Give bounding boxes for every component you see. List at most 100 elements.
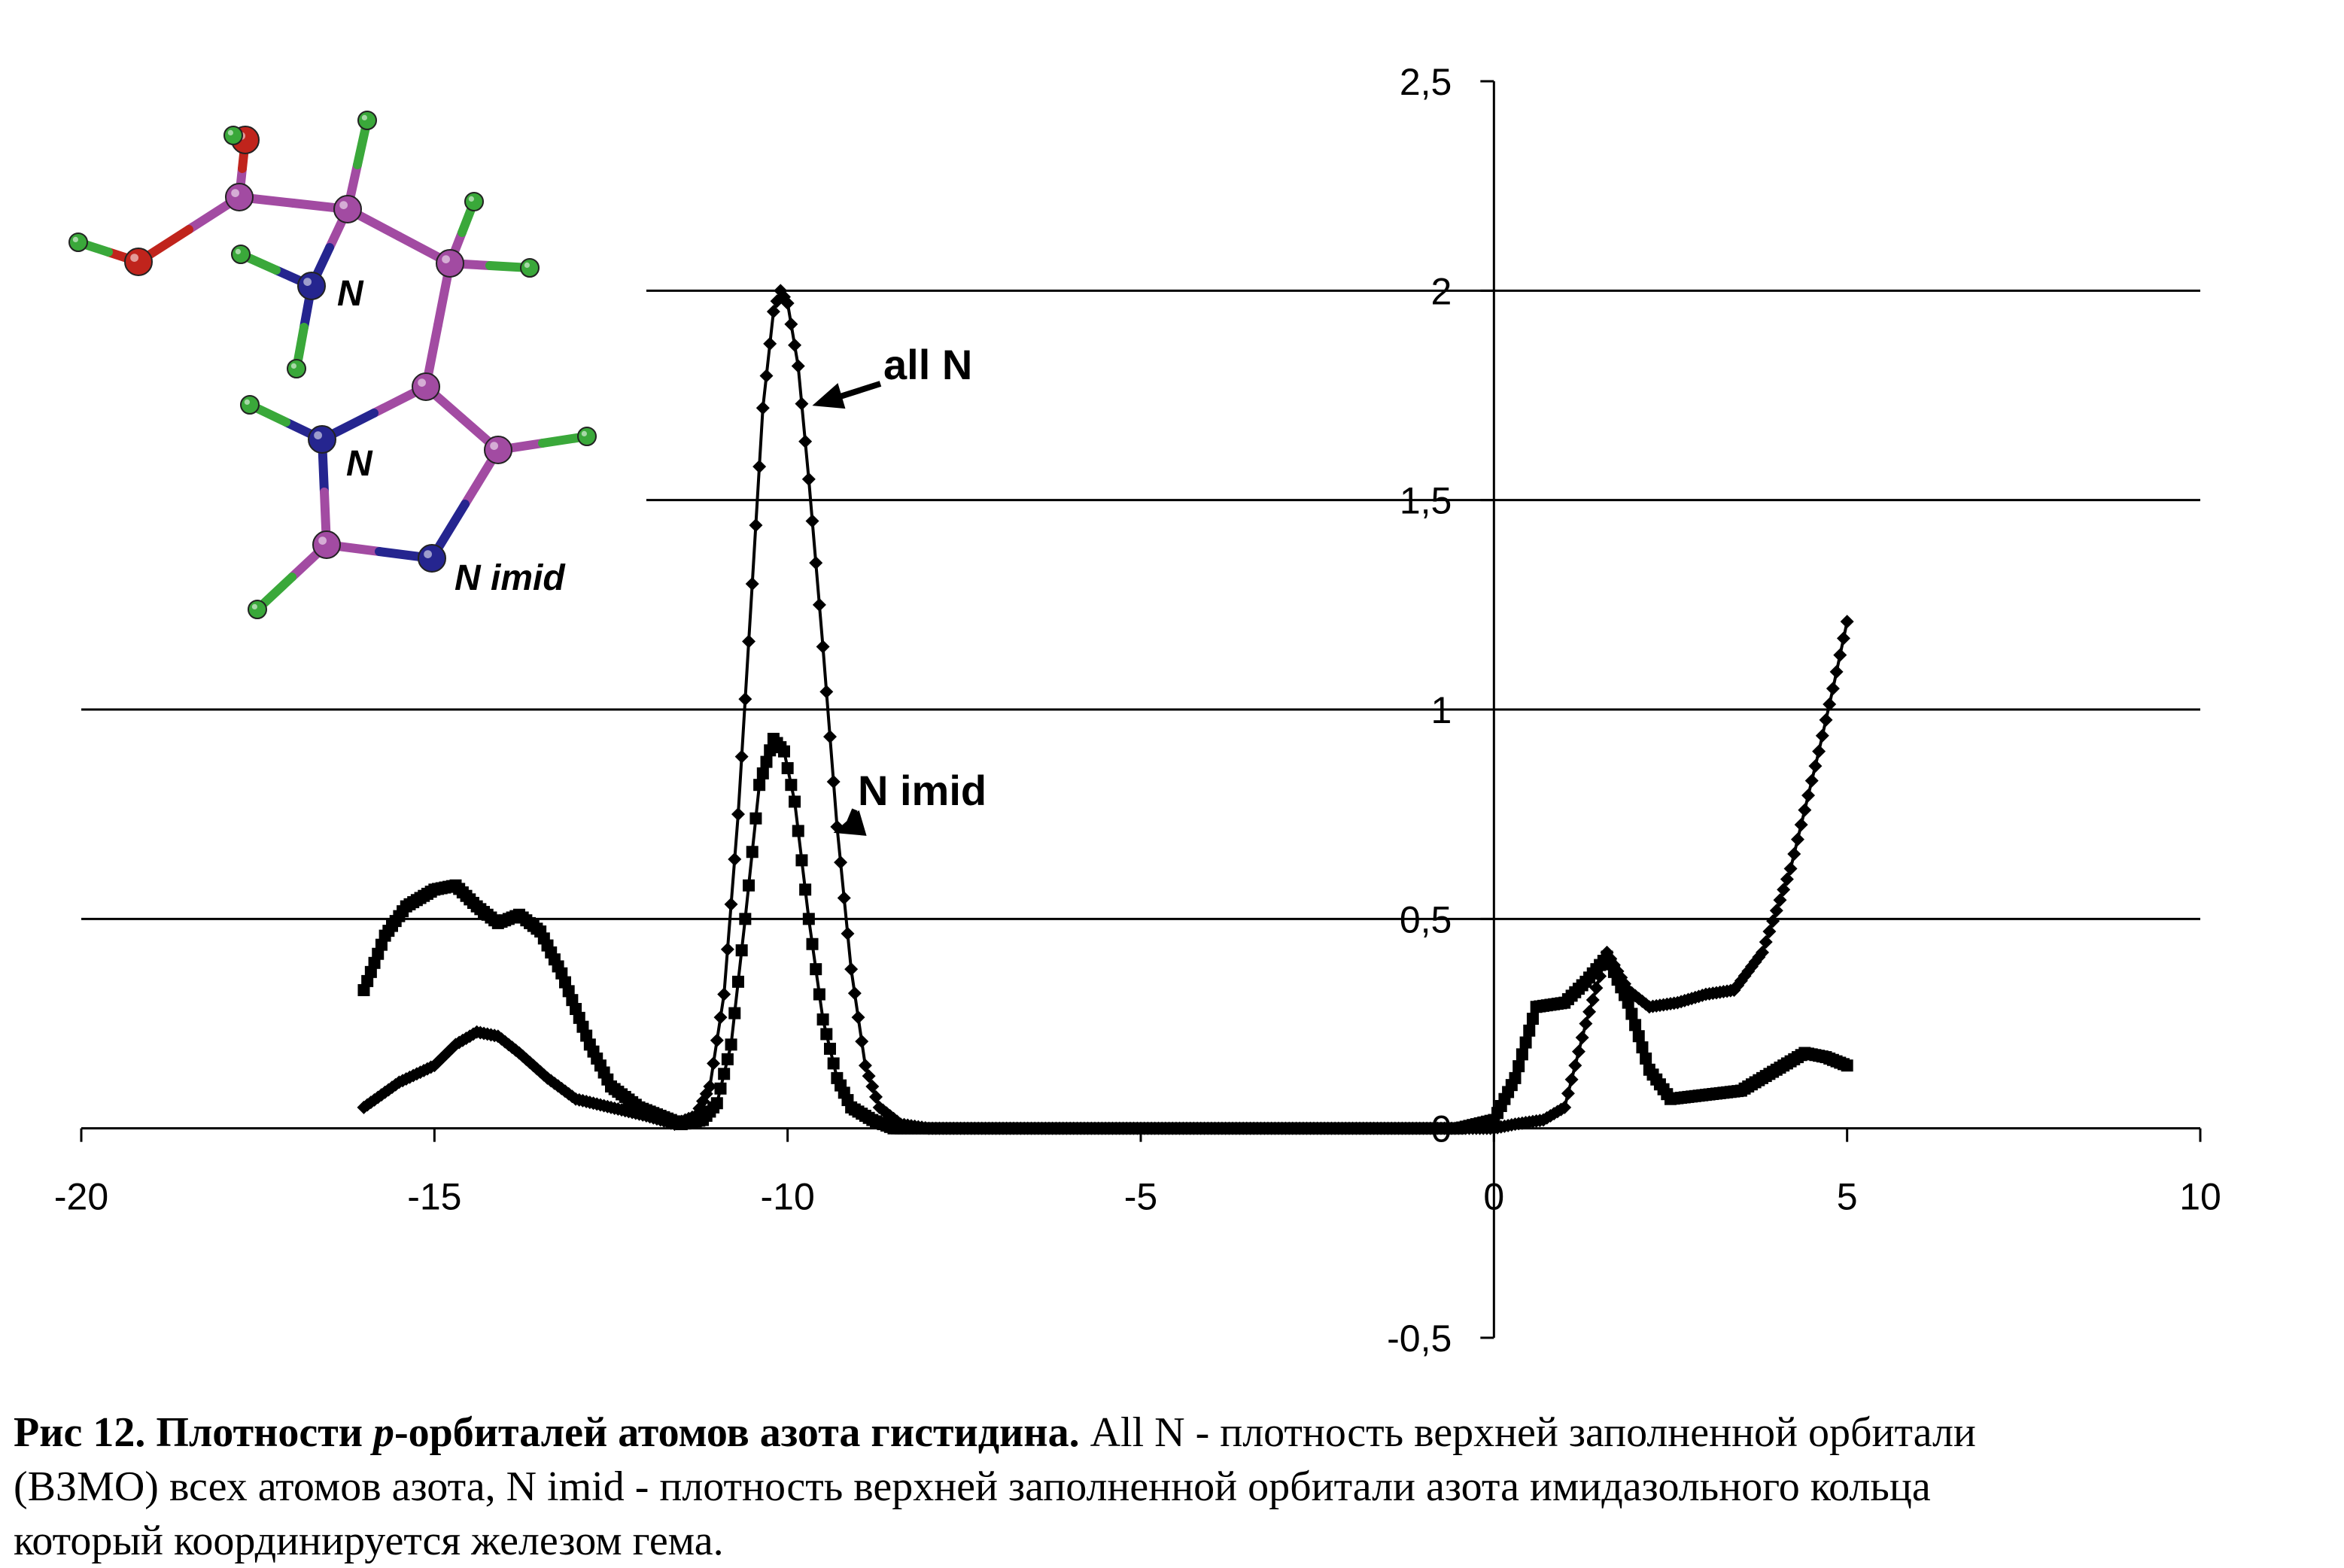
data-point [743,879,755,892]
atom-highlight [490,442,498,450]
data-point [788,338,802,352]
data-point [816,640,830,654]
data-point [813,988,825,1001]
data-point [1582,1004,1597,1019]
data-point [721,1053,734,1065]
data-point [795,397,809,411]
x-tick-label-2: -10 [761,1176,815,1218]
data-point [1783,861,1798,876]
molecule-atom [333,195,362,223]
data-point [725,1038,737,1051]
data-point [785,779,798,792]
annotation-label-1: N imid [858,767,987,814]
data-point [724,897,738,911]
data-point [749,518,763,533]
data-point [1762,925,1777,939]
data-point [1575,1031,1589,1045]
caption-bold-title-a: Рис 12. Плотности [14,1409,373,1456]
data-point [1815,728,1829,743]
atom-highlight [244,399,250,406]
atom-highlight [442,255,450,263]
atom-highlight [361,114,367,120]
y-tick-label-5: 2 [1431,270,1452,312]
data-point [375,938,388,951]
data-point [760,755,773,768]
data-point [805,514,819,528]
data-point [1840,615,1854,629]
data-point [1759,934,1773,949]
data-point [826,775,841,789]
data-point [1519,1036,1532,1049]
caption-text-1: All N - плотность верхней заполненной ор… [1079,1409,1976,1456]
data-point [759,369,774,383]
data-point [731,975,744,988]
atom-label-ring-n: N [346,444,373,484]
data-point [1801,789,1816,803]
data-point [1622,996,1634,1009]
data-point [791,359,805,373]
data-point [364,965,377,978]
data-point [1526,1013,1539,1026]
data-point [837,891,851,905]
data-point [847,986,862,1001]
data-point [728,852,742,867]
data-point [851,1010,865,1025]
data-point [1836,631,1850,646]
figure-caption: Рис 12. Плотности p-орбиталей атомов азо… [14,1405,2339,1568]
data-point [1829,664,1844,679]
data-point [1766,914,1780,928]
data-point [1513,1060,1525,1073]
molecule-atom [248,600,267,619]
data-point [1585,992,1600,1007]
molecule-atom [412,372,440,401]
data-point [1571,1044,1585,1059]
data-point [816,1013,829,1026]
data-point [1636,1041,1649,1054]
molecule-atom [484,436,512,464]
data-point [1808,759,1823,773]
molecule-atom [418,544,446,573]
data-point [1790,832,1804,846]
y-tick-label-3: 1 [1431,689,1452,731]
annotation-label-0: all N [883,341,972,388]
data-point [855,1035,869,1049]
data-point [802,913,815,925]
atom-highlight [318,536,327,545]
data-point [1558,1100,1572,1114]
data-point [1841,1059,1853,1072]
data-point [1579,1016,1593,1031]
data-point [1629,1019,1642,1032]
atom-highlight [314,431,322,439]
data-point [1798,803,1812,817]
molecule-atom [520,258,540,278]
caption-bold-title-b: -орбиталей атомов азота гистидина. [394,1409,1080,1456]
data-point [720,942,734,956]
data-point [819,685,834,699]
data-point [1561,1086,1575,1101]
data-point [827,1057,840,1070]
data-point [1509,1071,1522,1084]
data-point [739,913,752,925]
gridlines [81,289,2200,920]
data-point [1516,1048,1528,1061]
atom-label-amino-n: N [337,274,364,314]
data-point [763,336,777,351]
data-point [1812,744,1826,758]
caption-line-2: (ВЗМО) всех атомов азота, N imid - плотн… [14,1463,1931,1510]
x-tick-label-6: 10 [2179,1176,2221,1218]
atom-highlight [251,603,257,610]
data-point [1826,682,1840,696]
caption-line-3: который координируется железом гема. [14,1518,724,1564]
molecule-atom [225,183,254,211]
data-point [368,956,381,969]
data-point [752,460,767,474]
annotations: all N N imid [812,341,987,836]
data-point [1589,981,1604,995]
data-point [1568,1059,1582,1073]
data-point [710,1033,724,1047]
data-point [784,317,798,331]
data-point [703,1080,717,1093]
data-point [742,634,756,649]
